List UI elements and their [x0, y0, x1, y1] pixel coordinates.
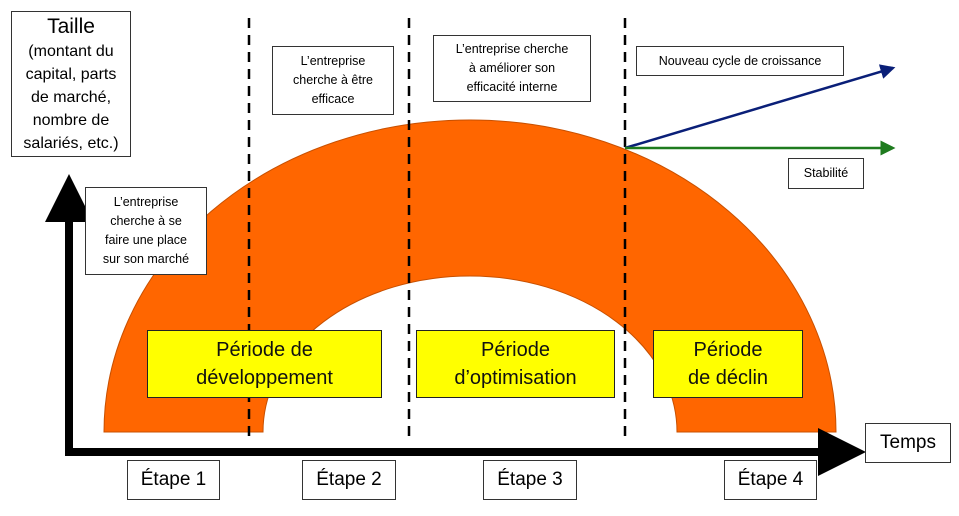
period-development: Période de développement: [147, 330, 382, 398]
period-decline: Période de déclin: [653, 330, 803, 398]
step-4: Étape 4: [724, 460, 817, 500]
step-3: Étape 3: [483, 460, 577, 500]
note-step3: L’entreprise cherche à améliorer son eff…: [433, 35, 591, 102]
step-1: Étape 1: [127, 460, 220, 500]
x-axis-label-box: Temps: [865, 423, 951, 463]
y-axis-subtitle: (montant du capital, parts de marché, no…: [23, 42, 119, 152]
step-2: Étape 2: [302, 460, 396, 500]
growth-arrow: [624, 64, 896, 150]
note-growth: Nouveau cycle de croissance: [636, 46, 844, 76]
y-axis-title: Taille: [47, 14, 95, 38]
x-axis-label: Temps: [880, 432, 936, 453]
y-axis-title-box: Taille (montant du capital, parts de mar…: [11, 11, 131, 157]
note-stability: Stabilité: [788, 158, 864, 189]
note-step1: L’entreprise cherche à se faire une plac…: [85, 187, 207, 275]
period-optimisation: Période d’optimisation: [416, 330, 615, 398]
note-step2: L’entreprise cherche à être efficace: [272, 46, 394, 115]
